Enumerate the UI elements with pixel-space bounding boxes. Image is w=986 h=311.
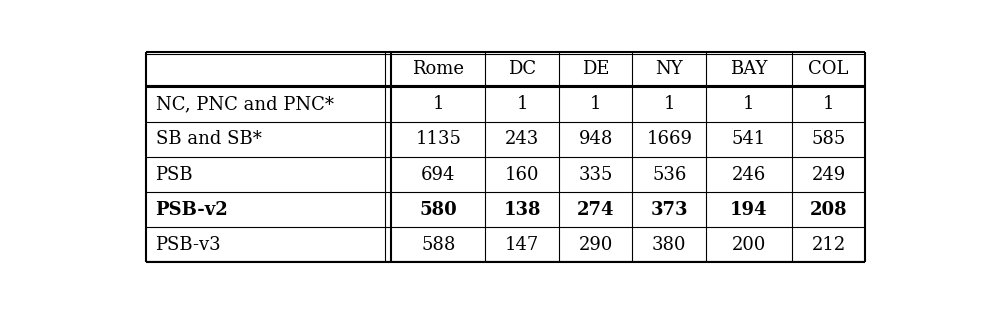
Text: 694: 694 (421, 166, 456, 183)
Text: NC, PNC and PNC*: NC, PNC and PNC* (156, 95, 333, 114)
Text: DE: DE (582, 60, 608, 78)
Text: 243: 243 (505, 131, 538, 148)
Text: 1: 1 (516, 95, 528, 114)
Text: 948: 948 (578, 131, 612, 148)
Text: 200: 200 (731, 236, 765, 254)
Text: 585: 585 (810, 131, 845, 148)
Text: NY: NY (655, 60, 682, 78)
Text: 1: 1 (663, 95, 674, 114)
Text: 1135: 1135 (415, 131, 460, 148)
Text: 1: 1 (822, 95, 833, 114)
Text: PSB: PSB (156, 166, 193, 183)
Text: 147: 147 (505, 236, 538, 254)
Text: 1: 1 (590, 95, 600, 114)
Text: 588: 588 (421, 236, 456, 254)
Text: 249: 249 (810, 166, 845, 183)
Text: 335: 335 (578, 166, 612, 183)
Text: 1669: 1669 (646, 131, 691, 148)
Text: 536: 536 (652, 166, 685, 183)
Text: 373: 373 (650, 201, 687, 219)
Text: 208: 208 (809, 201, 847, 219)
Text: 160: 160 (505, 166, 539, 183)
Text: 380: 380 (652, 236, 686, 254)
Text: PSB-v2: PSB-v2 (156, 201, 228, 219)
Text: 290: 290 (578, 236, 612, 254)
Text: 1: 1 (432, 95, 444, 114)
Text: 274: 274 (577, 201, 614, 219)
Text: COL: COL (808, 60, 848, 78)
Text: BAY: BAY (730, 60, 767, 78)
Text: PSB-v3: PSB-v3 (156, 236, 221, 254)
Text: SB and SB*: SB and SB* (156, 131, 261, 148)
Text: 246: 246 (731, 166, 765, 183)
Text: 580: 580 (419, 201, 457, 219)
Text: Rome: Rome (412, 60, 464, 78)
Text: 194: 194 (730, 201, 767, 219)
Text: 138: 138 (503, 201, 540, 219)
Text: DC: DC (508, 60, 535, 78)
Text: 541: 541 (731, 131, 765, 148)
Text: 212: 212 (810, 236, 845, 254)
Text: 1: 1 (742, 95, 754, 114)
